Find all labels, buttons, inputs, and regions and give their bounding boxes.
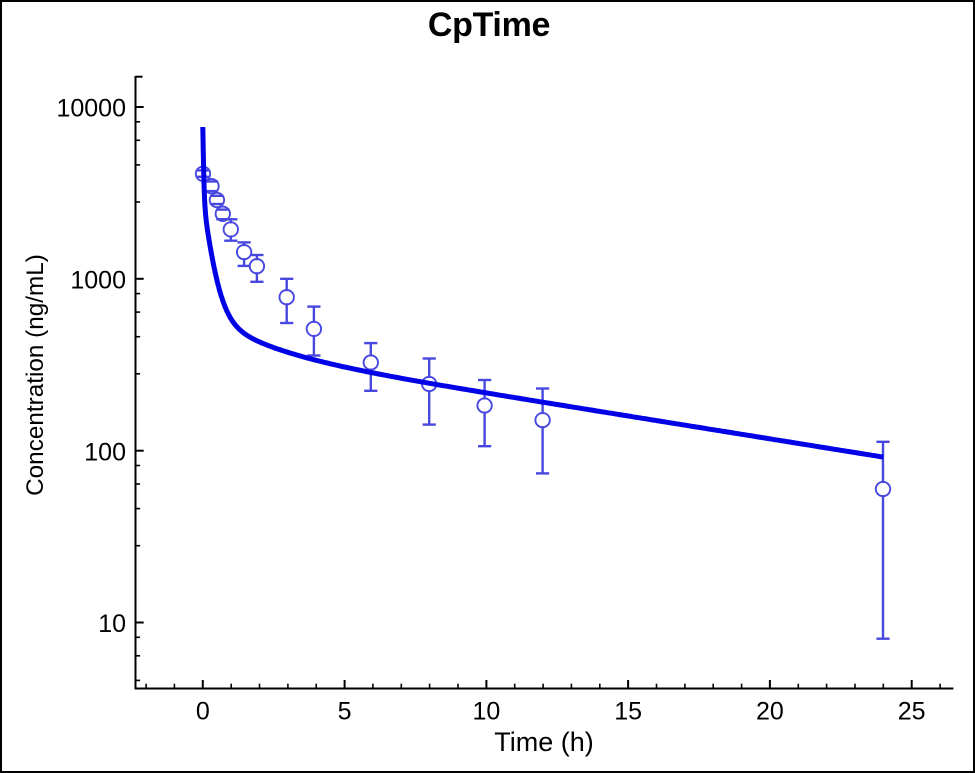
svg-text:CpTime: CpTime bbox=[428, 6, 550, 44]
svg-text:10000: 10000 bbox=[56, 95, 126, 123]
svg-text:25: 25 bbox=[898, 697, 926, 725]
svg-text:100: 100 bbox=[84, 438, 126, 466]
svg-text:Concentration (ng/mL): Concentration (ng/mL) bbox=[22, 254, 49, 496]
svg-text:5: 5 bbox=[338, 697, 352, 725]
svg-text:0: 0 bbox=[196, 697, 210, 725]
svg-text:Time (h): Time (h) bbox=[494, 727, 594, 757]
svg-text:15: 15 bbox=[614, 697, 642, 725]
svg-text:1000: 1000 bbox=[70, 266, 126, 294]
svg-text:20: 20 bbox=[756, 697, 784, 725]
svg-text:10: 10 bbox=[98, 610, 126, 638]
svg-text:10: 10 bbox=[472, 697, 500, 725]
